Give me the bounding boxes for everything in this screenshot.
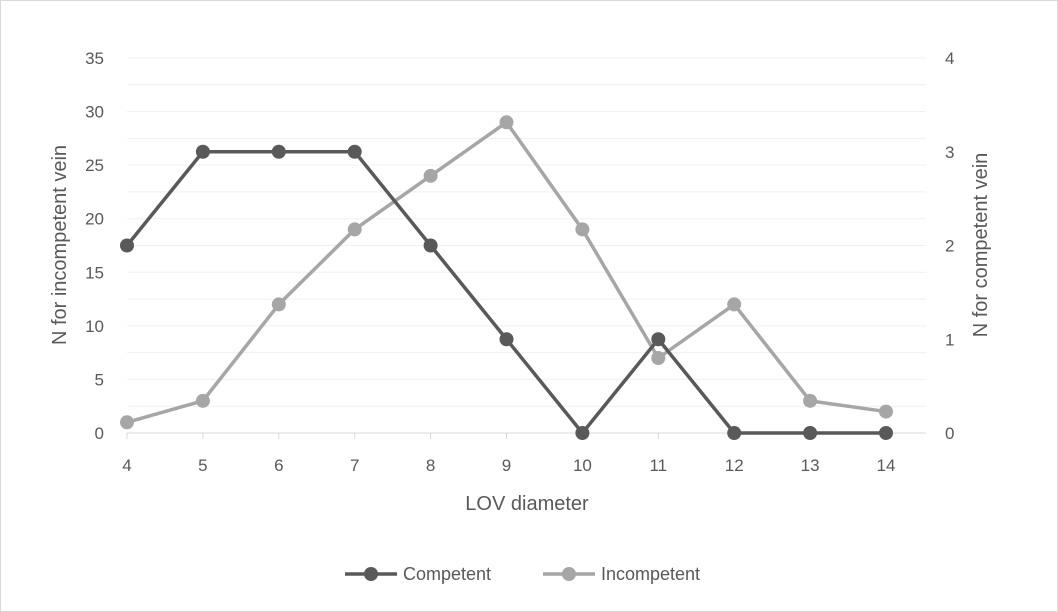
gridlines xyxy=(127,57,926,407)
left-y-tick-label: 20 xyxy=(85,210,104,229)
left-y-tick-label: 30 xyxy=(85,103,104,122)
legend-label-incompetent: Incompetent xyxy=(601,564,700,584)
left-y-tick-label: 35 xyxy=(85,49,104,68)
right-y-axis-ticks: 0 1 2 3 4 xyxy=(945,49,954,443)
data-point-incompetent xyxy=(271,297,286,312)
left-y-tick-label: 5 xyxy=(95,370,104,389)
data-point-incompetent xyxy=(347,222,362,237)
x-axis-title: LOV diameter xyxy=(465,493,589,515)
right-y-tick-label: 3 xyxy=(945,143,954,162)
right-y-tick-label: 1 xyxy=(945,330,954,349)
legend-item-incompetent: Incompetent xyxy=(543,564,700,584)
right-y-axis-title: N for competent vein xyxy=(970,153,992,338)
data-point-incompetent xyxy=(575,222,590,237)
right-y-tick-label: 4 xyxy=(945,49,954,68)
left-y-axis-title: N for incompetent vein xyxy=(49,145,71,345)
data-point-competent xyxy=(499,332,514,347)
series-layer xyxy=(120,115,893,440)
x-tick-label: 7 xyxy=(350,456,359,475)
data-point-competent xyxy=(879,426,893,440)
data-point-competent xyxy=(651,332,666,347)
x-tick-label: 12 xyxy=(725,456,744,475)
data-point-incompetent xyxy=(195,393,210,408)
x-tick-label: 6 xyxy=(274,456,283,475)
data-point-competent xyxy=(347,144,362,159)
data-point-incompetent xyxy=(803,393,818,408)
x-tick-label: 8 xyxy=(426,456,435,475)
left-y-tick-label: 25 xyxy=(85,156,104,175)
left-y-tick-label: 0 xyxy=(95,424,104,443)
legend-label-competent: Competent xyxy=(403,564,491,584)
x-tick-label: 5 xyxy=(198,456,207,475)
data-point-incompetent xyxy=(651,351,666,365)
x-axis-ticks: 4 5 6 7 8 9 10 11 12 13 14 xyxy=(122,433,895,475)
legend-item-competent: Competent xyxy=(345,564,491,584)
x-tick-label: 10 xyxy=(573,456,592,475)
data-point-competent xyxy=(423,238,438,253)
left-y-tick-label: 10 xyxy=(85,317,104,336)
data-point-competent xyxy=(271,144,286,159)
data-point-incompetent xyxy=(423,168,438,183)
x-tick-label: 14 xyxy=(877,456,896,475)
data-point-incompetent xyxy=(120,415,134,430)
data-point-incompetent xyxy=(499,115,514,130)
data-point-incompetent xyxy=(727,297,742,312)
x-tick-label: 11 xyxy=(649,456,667,475)
data-point-competent xyxy=(727,426,742,440)
series-line-competent xyxy=(125,150,886,435)
data-point-incompetent xyxy=(879,404,893,419)
data-point-competent xyxy=(575,426,590,440)
data-point-competent xyxy=(120,238,134,253)
left-y-tick-label: 15 xyxy=(85,263,104,282)
x-tick-label: 4 xyxy=(122,456,131,475)
x-tick-label: 13 xyxy=(801,456,820,475)
right-y-tick-label: 2 xyxy=(945,237,954,256)
legend: Competent Incompetent xyxy=(345,564,700,584)
data-point-competent xyxy=(803,426,818,440)
right-y-tick-label: 0 xyxy=(945,424,954,443)
x-tick-label: 9 xyxy=(502,456,511,475)
data-point-competent xyxy=(195,144,210,159)
left-y-axis-ticks: 0 5 10 15 20 25 30 35 xyxy=(85,49,104,443)
